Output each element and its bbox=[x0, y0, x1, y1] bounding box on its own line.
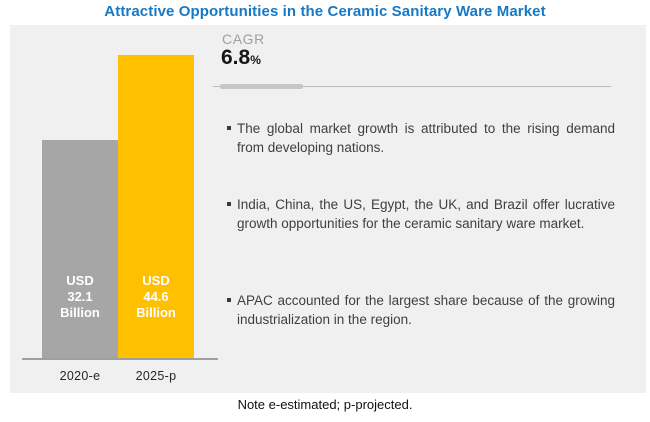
bar-value-label-2025p: USD 44.6 Billion bbox=[118, 273, 194, 321]
insight-text-3: APAC accounted for the largest share bec… bbox=[237, 293, 615, 327]
cagr-value: 6.8% bbox=[221, 46, 261, 70]
bullet-square-icon bbox=[227, 195, 237, 233]
bar-label-value: 32.1 bbox=[67, 289, 93, 304]
footnote: Note e-estimated; p-projected. bbox=[237, 397, 413, 412]
bar-chart: USD 32.1 Billion USD 44.6 Billion bbox=[42, 55, 194, 358]
bar-value-label-2020e: USD 32.1 Billion bbox=[42, 273, 118, 321]
cagr-label: CAGR bbox=[222, 31, 265, 47]
bar-2020e: USD 32.1 Billion bbox=[42, 140, 118, 358]
divider-line bbox=[213, 86, 611, 87]
bar-label-unit: Billion bbox=[60, 305, 100, 320]
x-axis-line bbox=[22, 358, 218, 360]
page-title: Attractive Opportunities in the Ceramic … bbox=[104, 3, 546, 20]
bar-label-currency: USD bbox=[66, 273, 94, 288]
x-axis-labels: 2020-e 2025-p bbox=[42, 369, 194, 383]
bar-label-currency: USD bbox=[142, 273, 170, 288]
insight-text-2: India, China, the US, Egypt, the UK, and… bbox=[237, 197, 615, 231]
bullet-square-icon bbox=[227, 291, 237, 329]
bar-label-unit: Billion bbox=[136, 305, 176, 320]
insight-item-1: The global market growth is attributed t… bbox=[227, 119, 615, 157]
insight-text-1: The global market growth is attributed t… bbox=[237, 121, 615, 155]
divider-accent bbox=[220, 84, 303, 89]
cagr-number: 6.8 bbox=[221, 46, 251, 69]
insight-item-2: India, China, the US, Egypt, the UK, and… bbox=[227, 195, 615, 233]
bar-label-value: 44.6 bbox=[143, 289, 169, 304]
x-tick-2020e: 2020-e bbox=[59, 369, 101, 383]
percent-sign: % bbox=[250, 53, 261, 67]
bullet-square-icon bbox=[227, 119, 237, 157]
bar-2025p: USD 44.6 Billion bbox=[118, 55, 194, 358]
insight-item-3: APAC accounted for the largest share bec… bbox=[227, 291, 615, 329]
x-tick-2025p: 2025-p bbox=[135, 369, 177, 383]
